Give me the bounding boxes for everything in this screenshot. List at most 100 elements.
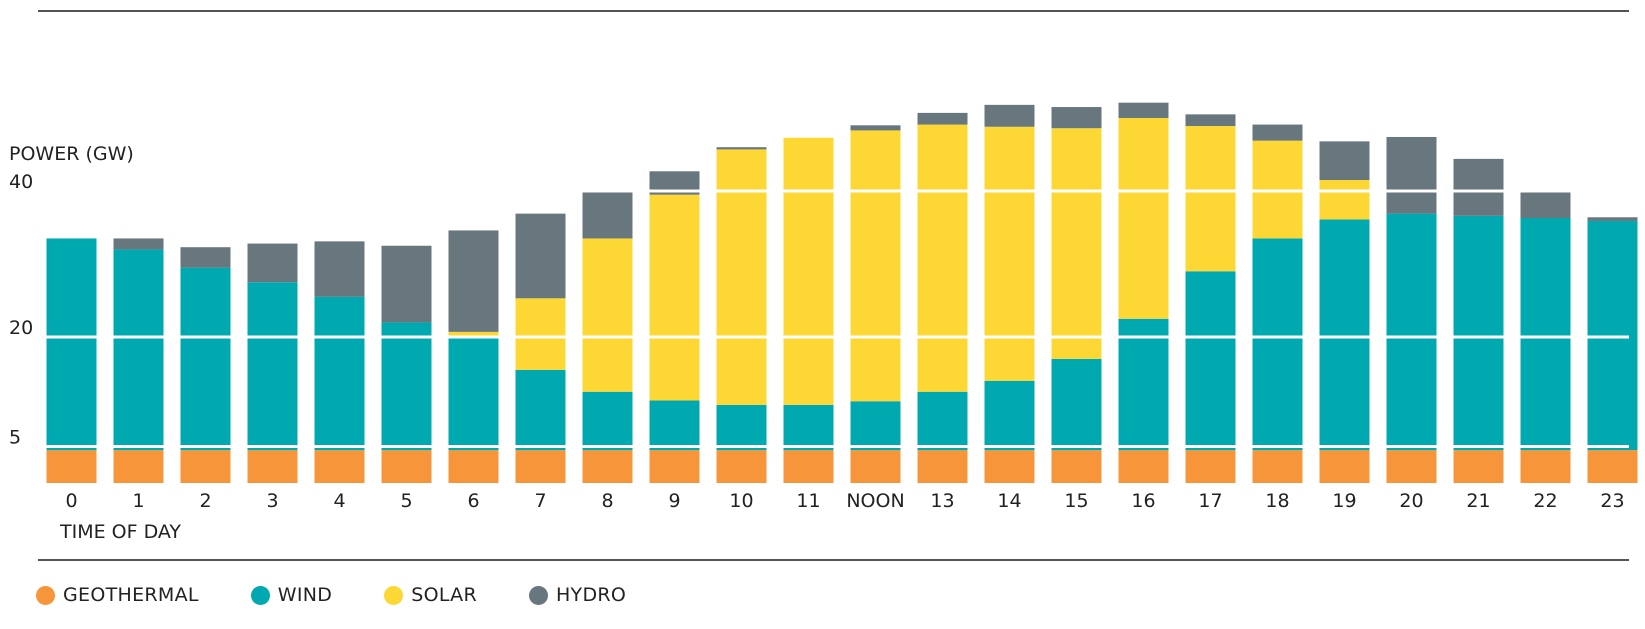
x-tick-label-11: 11 xyxy=(796,490,820,512)
bar-segment-wind-5 xyxy=(381,322,432,451)
x-tick-label-0: 0 xyxy=(65,490,77,512)
bar-segment-hydro-21 xyxy=(1453,158,1504,216)
bar-segment-geothermal-20 xyxy=(1386,450,1437,483)
x-tick-label-16: 16 xyxy=(1131,490,1155,512)
bar-segment-geothermal-13 xyxy=(917,450,968,483)
bar-segment-hydro-5 xyxy=(381,245,432,323)
x-tick-label-23: 23 xyxy=(1600,490,1624,512)
x-tick-label-6: 6 xyxy=(467,490,479,512)
bar-segment-wind-noon xyxy=(850,401,901,451)
x-tick-label-8: 8 xyxy=(601,490,613,512)
bar-segment-hydro-19 xyxy=(1319,141,1370,181)
bar-segment-geothermal-16 xyxy=(1118,450,1169,483)
y-tick-label-40: 40 xyxy=(9,171,33,193)
bar-segment-hydro-2 xyxy=(180,247,231,268)
bar-segment-wind-11 xyxy=(783,404,834,451)
bar-segment-geothermal-9 xyxy=(649,450,700,483)
bar-segment-solar-19 xyxy=(1319,180,1370,220)
x-tick-label-10: 10 xyxy=(729,490,753,512)
x-tick-label-9: 9 xyxy=(668,490,680,512)
bar-segment-hydro-14 xyxy=(984,104,1035,127)
bar-segment-geothermal-22 xyxy=(1520,450,1571,483)
bar-segment-hydro-15 xyxy=(1051,107,1102,129)
bar-segment-hydro-17 xyxy=(1185,114,1236,127)
bar-segment-geothermal-23 xyxy=(1587,450,1638,483)
bar-segment-solar-15 xyxy=(1051,128,1102,359)
bar-segment-geothermal-3 xyxy=(247,450,298,483)
bar-segment-hydro-6 xyxy=(448,230,499,332)
x-ticks: 0 1 2 3 4 5 6 7 8 9 10 11 NOON 13 14 15 16 17 18 19 20 21 22 23 xyxy=(65,490,1624,512)
bar-segment-wind-13 xyxy=(917,391,968,451)
x-tick-label-17: 17 xyxy=(1198,490,1222,512)
bar-segment-geothermal-0 xyxy=(46,450,97,483)
bar-segment-geothermal-18 xyxy=(1252,450,1303,483)
bar-segment-wind-7 xyxy=(515,369,566,451)
x-tick-label-21: 21 xyxy=(1466,490,1490,512)
bar-segment-wind-20 xyxy=(1386,213,1437,451)
bar-segment-wind-4 xyxy=(314,296,365,451)
bar-segment-solar-17 xyxy=(1185,126,1236,272)
y-tick-label-5: 5 xyxy=(9,427,21,449)
x-tick-label-5: 5 xyxy=(400,490,412,512)
bar-segment-wind-15 xyxy=(1051,358,1102,451)
x-tick-label-19: 19 xyxy=(1332,490,1356,512)
bar-segment-geothermal-21 xyxy=(1453,450,1504,483)
x-tick-label-18: 18 xyxy=(1265,490,1289,512)
bar-segment-geothermal-6 xyxy=(448,450,499,483)
bar-segment-geothermal-19 xyxy=(1319,450,1370,483)
gridlines-layer xyxy=(38,189,1629,448)
x-tick-label-noon: NOON xyxy=(846,490,904,512)
bar-segment-wind-17 xyxy=(1185,271,1236,451)
bar-segment-hydro-7 xyxy=(515,213,566,299)
bar-segment-hydro-10 xyxy=(716,147,767,150)
bar-segment-solar-9 xyxy=(649,194,700,401)
bar-segment-hydro-noon xyxy=(850,125,901,131)
x-tick-label-14: 14 xyxy=(997,490,1021,512)
bar-segment-wind-8 xyxy=(582,391,633,451)
bar-segment-geothermal-15 xyxy=(1051,450,1102,483)
bar-segment-geothermal-11 xyxy=(783,450,834,483)
bar-segment-wind-18 xyxy=(1252,238,1303,451)
x-tick-label-4: 4 xyxy=(333,490,345,512)
bar-segment-hydro-16 xyxy=(1118,102,1169,118)
y-tick-label-20: 20 xyxy=(9,317,33,339)
bar-segment-wind-16 xyxy=(1118,318,1169,451)
bar-segment-geothermal-2 xyxy=(180,450,231,483)
legend-item-geothermal: GEOTHERMAL xyxy=(36,584,199,606)
bar-segment-solar-14 xyxy=(984,126,1035,381)
bar-segment-geothermal-17 xyxy=(1185,450,1236,483)
bar-segment-wind-9 xyxy=(649,400,700,451)
bar-segment-geothermal-7 xyxy=(515,450,566,483)
legend-label-wind: WIND xyxy=(277,584,333,606)
legend-swatch-wind xyxy=(250,585,270,605)
x-tick-label-22: 22 xyxy=(1533,490,1557,512)
bar-segment-wind-2 xyxy=(180,267,231,451)
x-tick-label-3: 3 xyxy=(266,490,278,512)
bar-segment-hydro-13 xyxy=(917,112,968,125)
legend-swatch-geothermal xyxy=(36,585,55,605)
y-ticks: 5 20 40 xyxy=(9,171,33,449)
x-tick-label-2: 2 xyxy=(199,490,211,512)
x-tick-label-20: 20 xyxy=(1399,490,1423,512)
legend-item-wind: WIND xyxy=(250,584,333,606)
legend-item-solar: SOLAR xyxy=(384,584,477,606)
bar-segment-hydro-18 xyxy=(1252,124,1303,141)
bar-segment-wind-14 xyxy=(984,380,1035,451)
bar-segment-solar-6 xyxy=(448,331,499,337)
x-axis-label: TIME OF DAY xyxy=(59,521,181,543)
legend-swatch-solar xyxy=(384,585,404,605)
x-tick-label-7: 7 xyxy=(534,490,546,512)
bar-segment-solar-11 xyxy=(783,137,834,405)
bar-segment-geothermal-1 xyxy=(113,450,164,483)
bar-segment-solar-13 xyxy=(917,124,968,392)
legend-item-hydro: HYDRO xyxy=(528,584,626,606)
bar-segment-wind-21 xyxy=(1453,215,1504,451)
x-tick-label-1: 1 xyxy=(132,490,144,512)
bar-segment-solar-16 xyxy=(1118,118,1169,319)
bar-segment-geothermal-4 xyxy=(314,450,365,483)
bar-segment-solar-10 xyxy=(716,149,767,405)
legend-label-geothermal: GEOTHERMAL xyxy=(63,584,199,606)
legend-swatch-hydro xyxy=(528,585,548,605)
bar-segment-wind-10 xyxy=(716,404,767,451)
bar-segment-geothermal-5 xyxy=(381,450,432,483)
